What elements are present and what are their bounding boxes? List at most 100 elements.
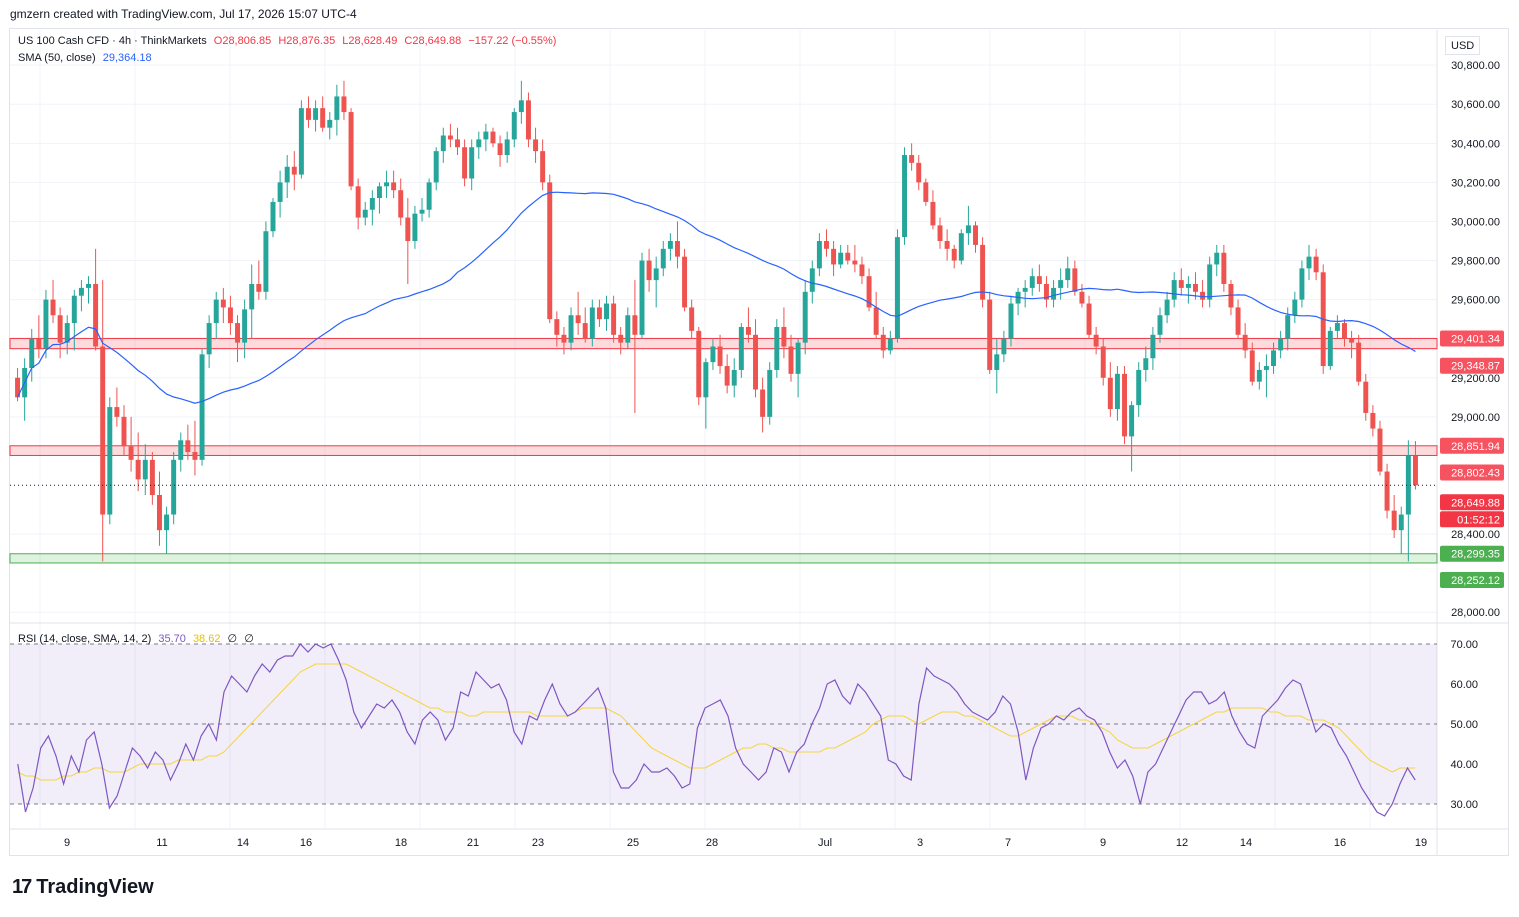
candle: [242, 299, 248, 359]
candle: [731, 358, 737, 398]
candle-body: [270, 201, 276, 232]
candle: [348, 108, 354, 191]
price-label: 28,252.12: [1451, 575, 1500, 587]
candle-body: [894, 237, 900, 339]
time-tick-label: 25: [627, 837, 639, 849]
candle: [1164, 291, 1170, 324]
candle: [64, 315, 70, 355]
candle: [689, 299, 695, 339]
price-label-box: [1440, 511, 1504, 528]
candle-body: [199, 354, 205, 460]
price-label-box: [1440, 545, 1504, 562]
candle: [589, 299, 595, 347]
candle-body: [902, 155, 908, 238]
candle: [235, 315, 241, 363]
candle: [1001, 330, 1007, 363]
candle: [1043, 276, 1049, 308]
candle-body: [745, 326, 751, 335]
time-axis: 9 11 14 16 18 21 23 25 28 Jul 3 7 9 12 14 16 19: [64, 837, 1427, 849]
candle-body: [440, 135, 446, 152]
candle-body: [1363, 381, 1369, 413]
candle-body: [582, 323, 588, 339]
symbol-name[interactable]: US 100 Cash CFD · 4h · ThinkMarkets: [18, 35, 207, 47]
candle: [965, 205, 971, 245]
candle-body: [980, 244, 986, 300]
time-tick-label: 12: [1176, 837, 1188, 849]
candle: [22, 358, 28, 421]
rsi-label[interactable]: RSI (14, close, SMA, 14, 2): [18, 633, 152, 645]
candle: [164, 506, 170, 554]
rsi-tick-label: 50.00: [1450, 719, 1478, 731]
candle-body: [973, 225, 978, 245]
candle: [384, 170, 390, 199]
candle-body: [717, 346, 723, 367]
candle: [440, 127, 446, 163]
candle: [710, 338, 716, 370]
candle-body: [625, 315, 631, 343]
candle: [894, 229, 900, 343]
price-label: 28,851.94: [1451, 441, 1500, 453]
candle-body: [149, 459, 155, 496]
candle: [1327, 326, 1333, 370]
candle-body: [518, 100, 524, 113]
candle: [1412, 441, 1418, 490]
candle: [937, 217, 943, 249]
candle-body: [490, 131, 496, 144]
price-tick-label: 30,800.00: [1451, 60, 1500, 72]
candle: [462, 139, 468, 187]
candle-body: [887, 338, 893, 351]
candle-body: [298, 108, 304, 175]
candle-body: [589, 307, 595, 339]
candle-body: [1242, 334, 1248, 351]
candle-body: [334, 96, 340, 120]
candle-body: [242, 309, 248, 343]
candle-body: [121, 416, 127, 447]
candle: [518, 80, 524, 124]
rsi-legend: RSI (14, close, SMA, 14, 2) 35.70 38.62 …: [18, 632, 258, 645]
candle: [1100, 338, 1106, 386]
candle-body: [738, 326, 744, 370]
candle-body: [348, 112, 354, 187]
candle: [405, 198, 411, 284]
price-tick-label: 29,200.00: [1451, 373, 1500, 385]
candle-body: [29, 338, 35, 369]
candle: [1278, 330, 1284, 359]
candle: [107, 397, 113, 525]
candle: [1150, 326, 1156, 370]
candle-body: [1384, 471, 1390, 511]
candle-body: [185, 440, 191, 453]
candle-body: [1356, 342, 1362, 382]
candle-body: [135, 459, 141, 480]
candle: [391, 170, 397, 199]
candle: [291, 151, 297, 191]
tradingview-logo[interactable]: 17 TradingView: [12, 876, 154, 899]
candle: [1342, 319, 1347, 347]
candle: [1178, 268, 1184, 296]
candle-body: [1150, 334, 1156, 359]
sma-label[interactable]: SMA (50, close): [18, 52, 96, 64]
price-tick-label: 29,800.00: [1451, 256, 1500, 268]
candle: [369, 190, 375, 226]
candle: [249, 264, 255, 339]
candle: [412, 205, 418, 249]
currency-button[interactable]: USD: [1445, 36, 1481, 55]
candle: [667, 233, 673, 261]
candle-body: [171, 459, 177, 515]
candle-body: [1207, 264, 1213, 300]
candle-body: [1129, 405, 1135, 437]
candle-body: [1164, 299, 1170, 316]
candle: [1086, 295, 1092, 339]
candle-body: [1285, 315, 1291, 339]
candle: [561, 326, 567, 355]
candle: [533, 127, 539, 163]
candle: [674, 221, 680, 269]
candle-body: [923, 182, 929, 202]
candle-body: [916, 162, 922, 183]
candle: [376, 182, 382, 214]
time-tick-label: 28: [706, 837, 718, 849]
candle-body: [1171, 280, 1177, 300]
candle: [838, 244, 844, 269]
candle-body: [313, 108, 319, 120]
candle: [1271, 342, 1277, 374]
